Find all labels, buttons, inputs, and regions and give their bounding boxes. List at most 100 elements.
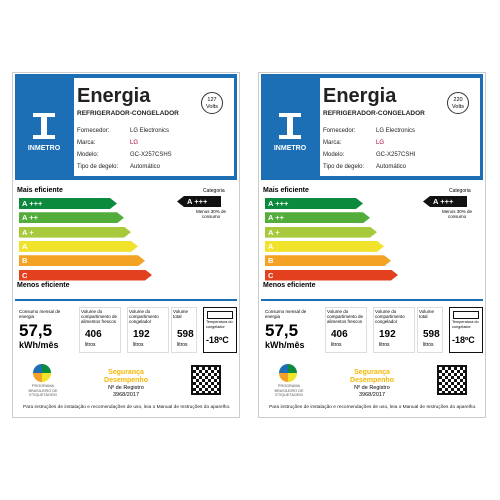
field-value: GC-X257CSHS xyxy=(130,152,172,158)
field-label: Fornecedor: xyxy=(77,128,110,134)
volume-unit: litros xyxy=(423,342,434,348)
field-value: GC-X257CSHI xyxy=(376,152,416,158)
temperature-value: -18ºC xyxy=(206,335,229,345)
scale-bottom: Menos eficiente xyxy=(17,282,70,289)
logo-text: INMETRO xyxy=(27,145,61,152)
rating-arrow: A +++ xyxy=(423,196,467,207)
safety-text: Segurança Desempenho xyxy=(104,369,148,384)
volume-unit: litros xyxy=(85,342,96,348)
class-bar: B xyxy=(265,255,391,266)
class-bar: A + xyxy=(19,227,131,238)
voltage-circle: 220 Volts xyxy=(447,92,469,114)
subtitle: REFRIGERADOR-CONGELADOR xyxy=(77,110,179,117)
volume-label: Volume total xyxy=(173,309,189,319)
voltage-unit: Volts xyxy=(452,104,464,110)
temperature-icon xyxy=(207,311,233,319)
logo-icon xyxy=(33,135,55,139)
volume-unit: litros xyxy=(379,342,390,348)
logo-icon xyxy=(279,135,301,139)
scale-top: Mais eficiente xyxy=(17,187,63,194)
rating-note: Menos 30% de consumo xyxy=(195,209,227,219)
temperature-value: -18ºC xyxy=(452,335,475,345)
title: Energia xyxy=(323,85,397,107)
scale-top: Mais eficiente xyxy=(263,187,309,194)
consumption-value: 57,5 xyxy=(19,321,53,340)
field-label: Modelo: xyxy=(323,152,345,158)
energy-label: INMETRO Energia REFRIGERADOR-CONGELADOR 127… xyxy=(12,72,240,418)
field-value: Automático xyxy=(376,164,407,170)
program-text: PROGRAMA BRASILEIRO DE ETIQUETAGEM xyxy=(274,384,304,397)
program-emblem xyxy=(279,364,297,382)
temperature-label: Temperatura do congelador xyxy=(206,320,233,329)
volume-value: 192 xyxy=(379,329,396,340)
registry: 3968/2017 xyxy=(113,392,139,398)
field-label: Marca: xyxy=(77,140,96,146)
volume-value: 406 xyxy=(331,329,348,340)
field-value: LG xyxy=(130,140,139,146)
field-label: Fornecedor: xyxy=(323,128,356,134)
footer: Para instruções de instalação e recomend… xyxy=(269,405,477,410)
volume-label: Volume do compartimento congelador xyxy=(375,309,405,324)
volume-box xyxy=(325,307,367,353)
volume-label: Volume do compartimento congelador xyxy=(129,309,159,324)
class-bar: A + xyxy=(265,227,377,238)
logo-text: INMETRO xyxy=(273,145,307,152)
temperature-icon xyxy=(453,311,479,319)
registry-label: Nº de Registro xyxy=(108,385,144,391)
volume-value: 192 xyxy=(133,329,150,340)
class-bar: A ++ xyxy=(19,212,124,223)
temperature-box xyxy=(203,307,237,353)
field-label: Marca: xyxy=(323,140,342,146)
subtitle: REFRIGERADOR-CONGELADOR xyxy=(323,110,425,117)
rating-note: Menos 30% de consumo xyxy=(441,209,473,219)
program-text: PROGRAMA BRASILEIRO DE ETIQUETAGEM xyxy=(28,384,58,397)
class-bar: B xyxy=(19,255,145,266)
voltage-unit: Volts xyxy=(206,104,218,110)
separator xyxy=(261,299,483,301)
consumption-label: Consumo mensal de energia xyxy=(265,309,307,319)
volume-unit: litros xyxy=(177,342,188,348)
class-bar: A ++ xyxy=(265,212,370,223)
class-bar: A +++ xyxy=(265,198,363,209)
qr-code xyxy=(437,365,467,395)
consumption-unit: kWh/mês xyxy=(265,340,305,350)
consumption-unit: kWh/mês xyxy=(19,340,59,350)
voltage-circle: 127 Volts xyxy=(201,92,223,114)
category-label: Categoria xyxy=(203,188,225,194)
voltage: 127 xyxy=(207,97,217,103)
consumption-value: 57,5 xyxy=(265,321,299,340)
rating-arrow: A +++ xyxy=(177,196,221,207)
volume-box xyxy=(417,307,443,353)
footer: Para instruções de instalação e recomend… xyxy=(23,405,231,410)
volume-value: 406 xyxy=(85,329,102,340)
volume-box xyxy=(171,307,197,353)
separator xyxy=(15,299,237,301)
volume-value: 598 xyxy=(423,329,440,340)
logo-icon xyxy=(287,113,293,139)
volume-value: 598 xyxy=(177,329,194,340)
volume-label: Volume do compartimento de alimentos fre… xyxy=(327,309,364,324)
voltage: 220 xyxy=(453,97,463,103)
temperature-box xyxy=(449,307,483,353)
class-bar: A +++ xyxy=(19,198,117,209)
volume-label: Volume total xyxy=(419,309,435,319)
safety-text: Segurança Desempenho xyxy=(350,369,394,384)
field-value: LG Electronics xyxy=(376,128,416,134)
volume-unit: litros xyxy=(133,342,144,348)
qr-code xyxy=(191,365,221,395)
title: Energia xyxy=(77,85,151,107)
registry-label: Nº de Registro xyxy=(354,385,390,391)
class-bar: C xyxy=(265,270,398,281)
program-emblem xyxy=(33,364,51,382)
field-value: Automático xyxy=(130,164,161,170)
volume-box xyxy=(373,307,415,353)
volume-box xyxy=(79,307,121,353)
volume-label: Volume do compartimento de alimentos fre… xyxy=(81,309,118,324)
volume-unit: litros xyxy=(331,342,342,348)
field-value: LG Electronics xyxy=(130,128,170,134)
field-label: Tipo de degelo: xyxy=(323,164,365,170)
logo-icon xyxy=(41,113,47,139)
field-label: Modelo: xyxy=(77,152,99,158)
field-value: LG xyxy=(376,140,385,146)
